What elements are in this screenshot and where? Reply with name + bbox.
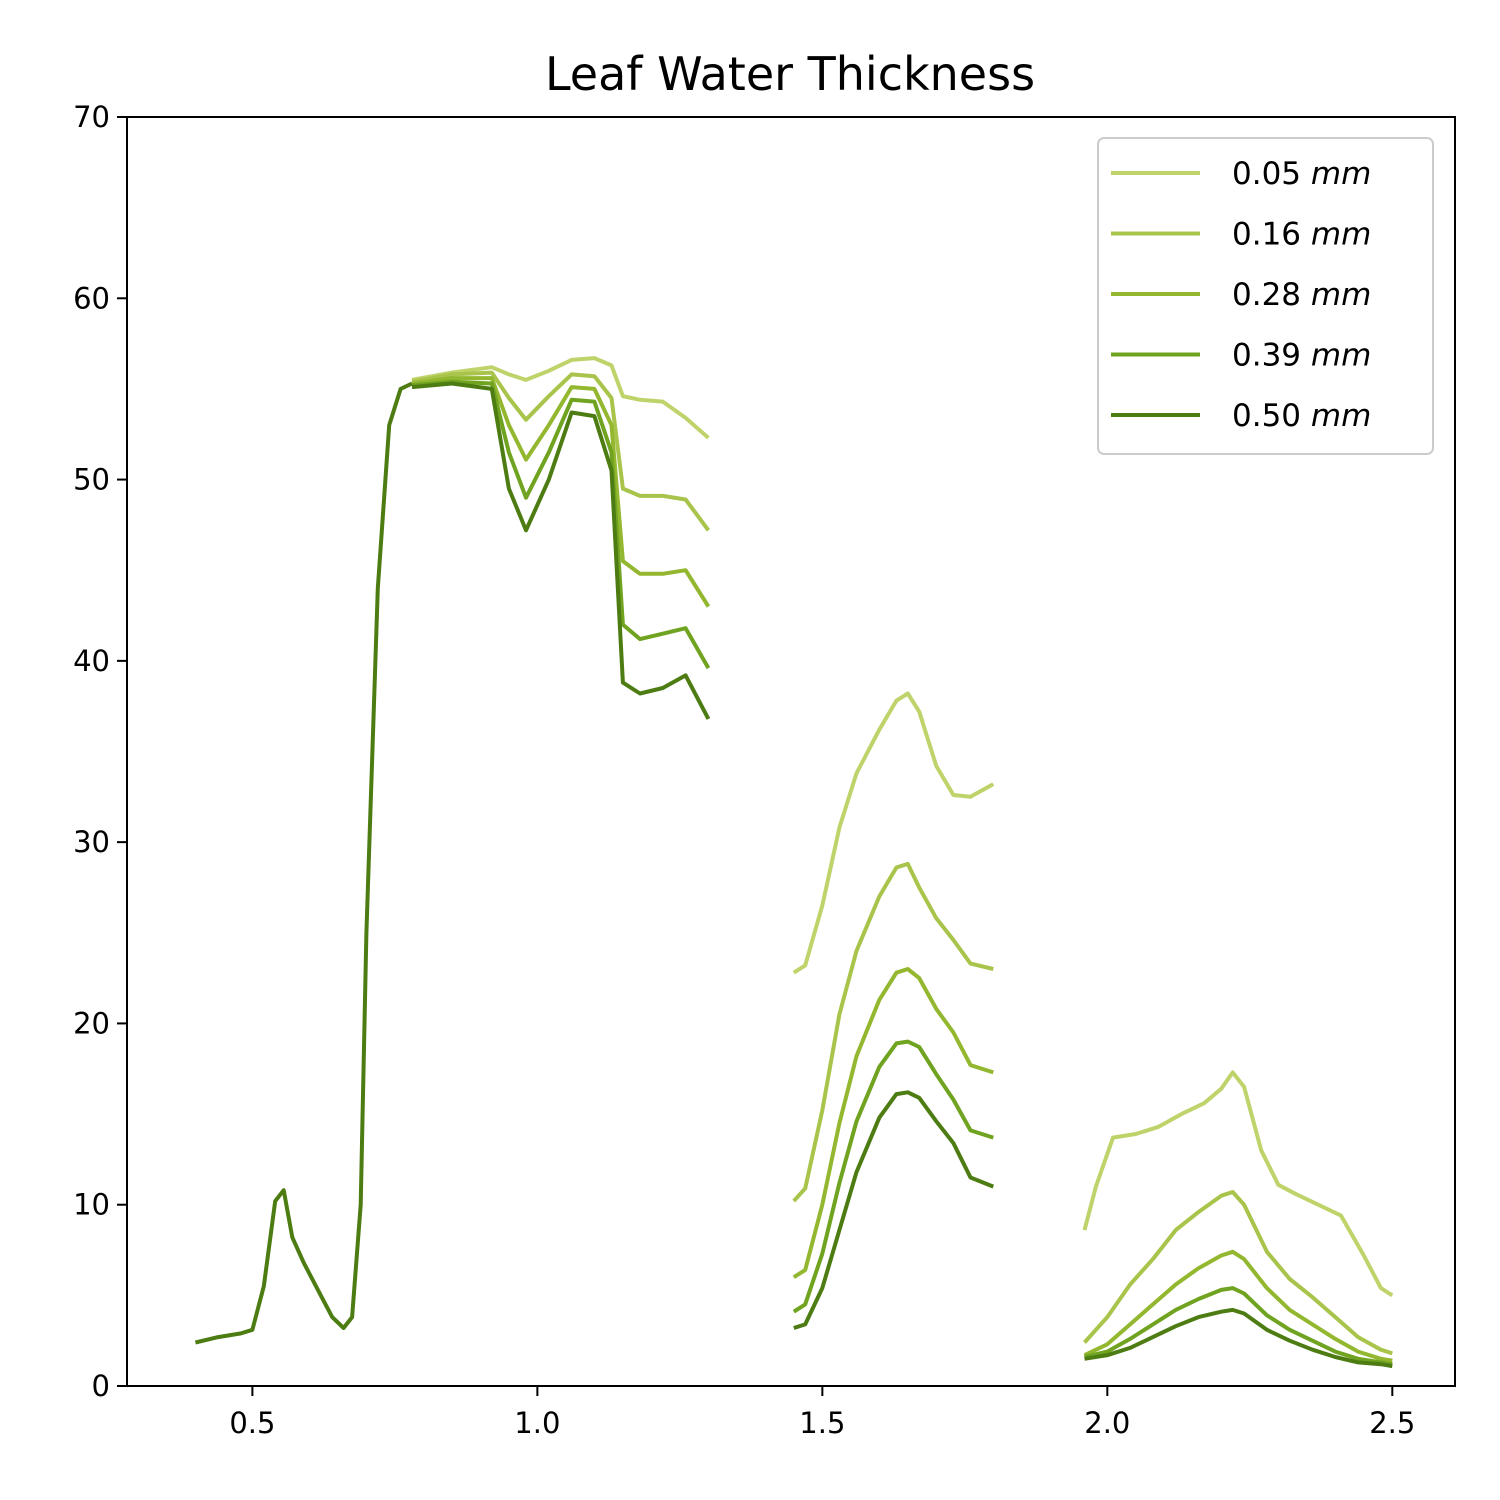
legend-label: 0.28 mm	[1232, 277, 1371, 313]
x-tick-label: 1.5	[799, 1406, 845, 1440]
legend-unit: mm	[1311, 338, 1371, 374]
series-0.16	[411, 370, 1393, 1356]
legend-value: 0.28	[1232, 277, 1311, 313]
series-line-segment	[411, 370, 711, 532]
plot-area	[194, 356, 1394, 1369]
y-tick-label: 20	[73, 1006, 110, 1040]
chart-title: Leaf Water Thickness	[545, 47, 1035, 101]
series-line-segment	[411, 376, 711, 608]
series-line-segment	[1082, 1070, 1394, 1298]
series-line-segment	[792, 967, 994, 1279]
shared-series-segment	[194, 381, 413, 1345]
series-0.39	[411, 379, 1393, 1367]
y-tick-label: 0	[92, 1369, 110, 1403]
legend-value: 0.50	[1232, 398, 1311, 434]
axes-frame	[126, 116, 1456, 1387]
y-tick-label: 60	[73, 281, 110, 315]
x-tick-label: 0.5	[229, 1406, 275, 1440]
legend-box	[1097, 137, 1434, 455]
legend-label: 0.16 mm	[1232, 217, 1371, 253]
series-line-segment	[1084, 1286, 1393, 1367]
legend-label: 0.39 mm	[1232, 338, 1371, 374]
series-line-segment	[1083, 1249, 1393, 1363]
y-tick-label: 30	[73, 825, 110, 859]
y-tick-label: 50	[73, 463, 110, 497]
y-tick-label: 70	[73, 100, 110, 134]
x-tick-label: 2.5	[1369, 1406, 1415, 1440]
legend-value: 0.39	[1232, 338, 1311, 374]
legend-value: 0.05	[1232, 156, 1311, 192]
x-axis: 0.5 1.0 1.5 2.0 2.5	[229, 1386, 1415, 1440]
y-tick-label: 40	[73, 644, 110, 678]
y-tick-label: 10	[73, 1188, 110, 1222]
legend-unit: mm	[1311, 217, 1371, 253]
legend-unit: mm	[1311, 398, 1371, 434]
series-line-segment	[793, 1090, 995, 1330]
y-axis: 0 10 20 30 40 50 60 70	[73, 100, 127, 1403]
series-line-segment	[411, 356, 710, 440]
legend-unit: mm	[1311, 277, 1371, 313]
series-line-segment	[1084, 1307, 1393, 1369]
legend-label: 0.50 mm	[1232, 398, 1371, 434]
series-line-segment	[792, 1039, 994, 1314]
x-tick-label: 1.0	[514, 1406, 560, 1440]
series-0.50	[411, 381, 1393, 1369]
series-0.05	[411, 356, 1394, 1298]
legend-unit: mm	[1311, 156, 1371, 192]
series-line-segment	[1083, 1190, 1393, 1356]
series-line-segment	[792, 861, 994, 1203]
series-line-segment	[411, 379, 711, 670]
legend-value: 0.16	[1232, 217, 1311, 253]
series-line-segment	[792, 691, 995, 975]
series-0.28	[411, 376, 1393, 1363]
legend-label: 0.05 mm	[1232, 156, 1371, 192]
legend: 0.05 mm0.16 mm0.28 mm0.39 mm0.50 mm	[1097, 137, 1434, 455]
series-line-segment	[411, 381, 711, 720]
x-tick-label: 2.0	[1084, 1406, 1130, 1440]
